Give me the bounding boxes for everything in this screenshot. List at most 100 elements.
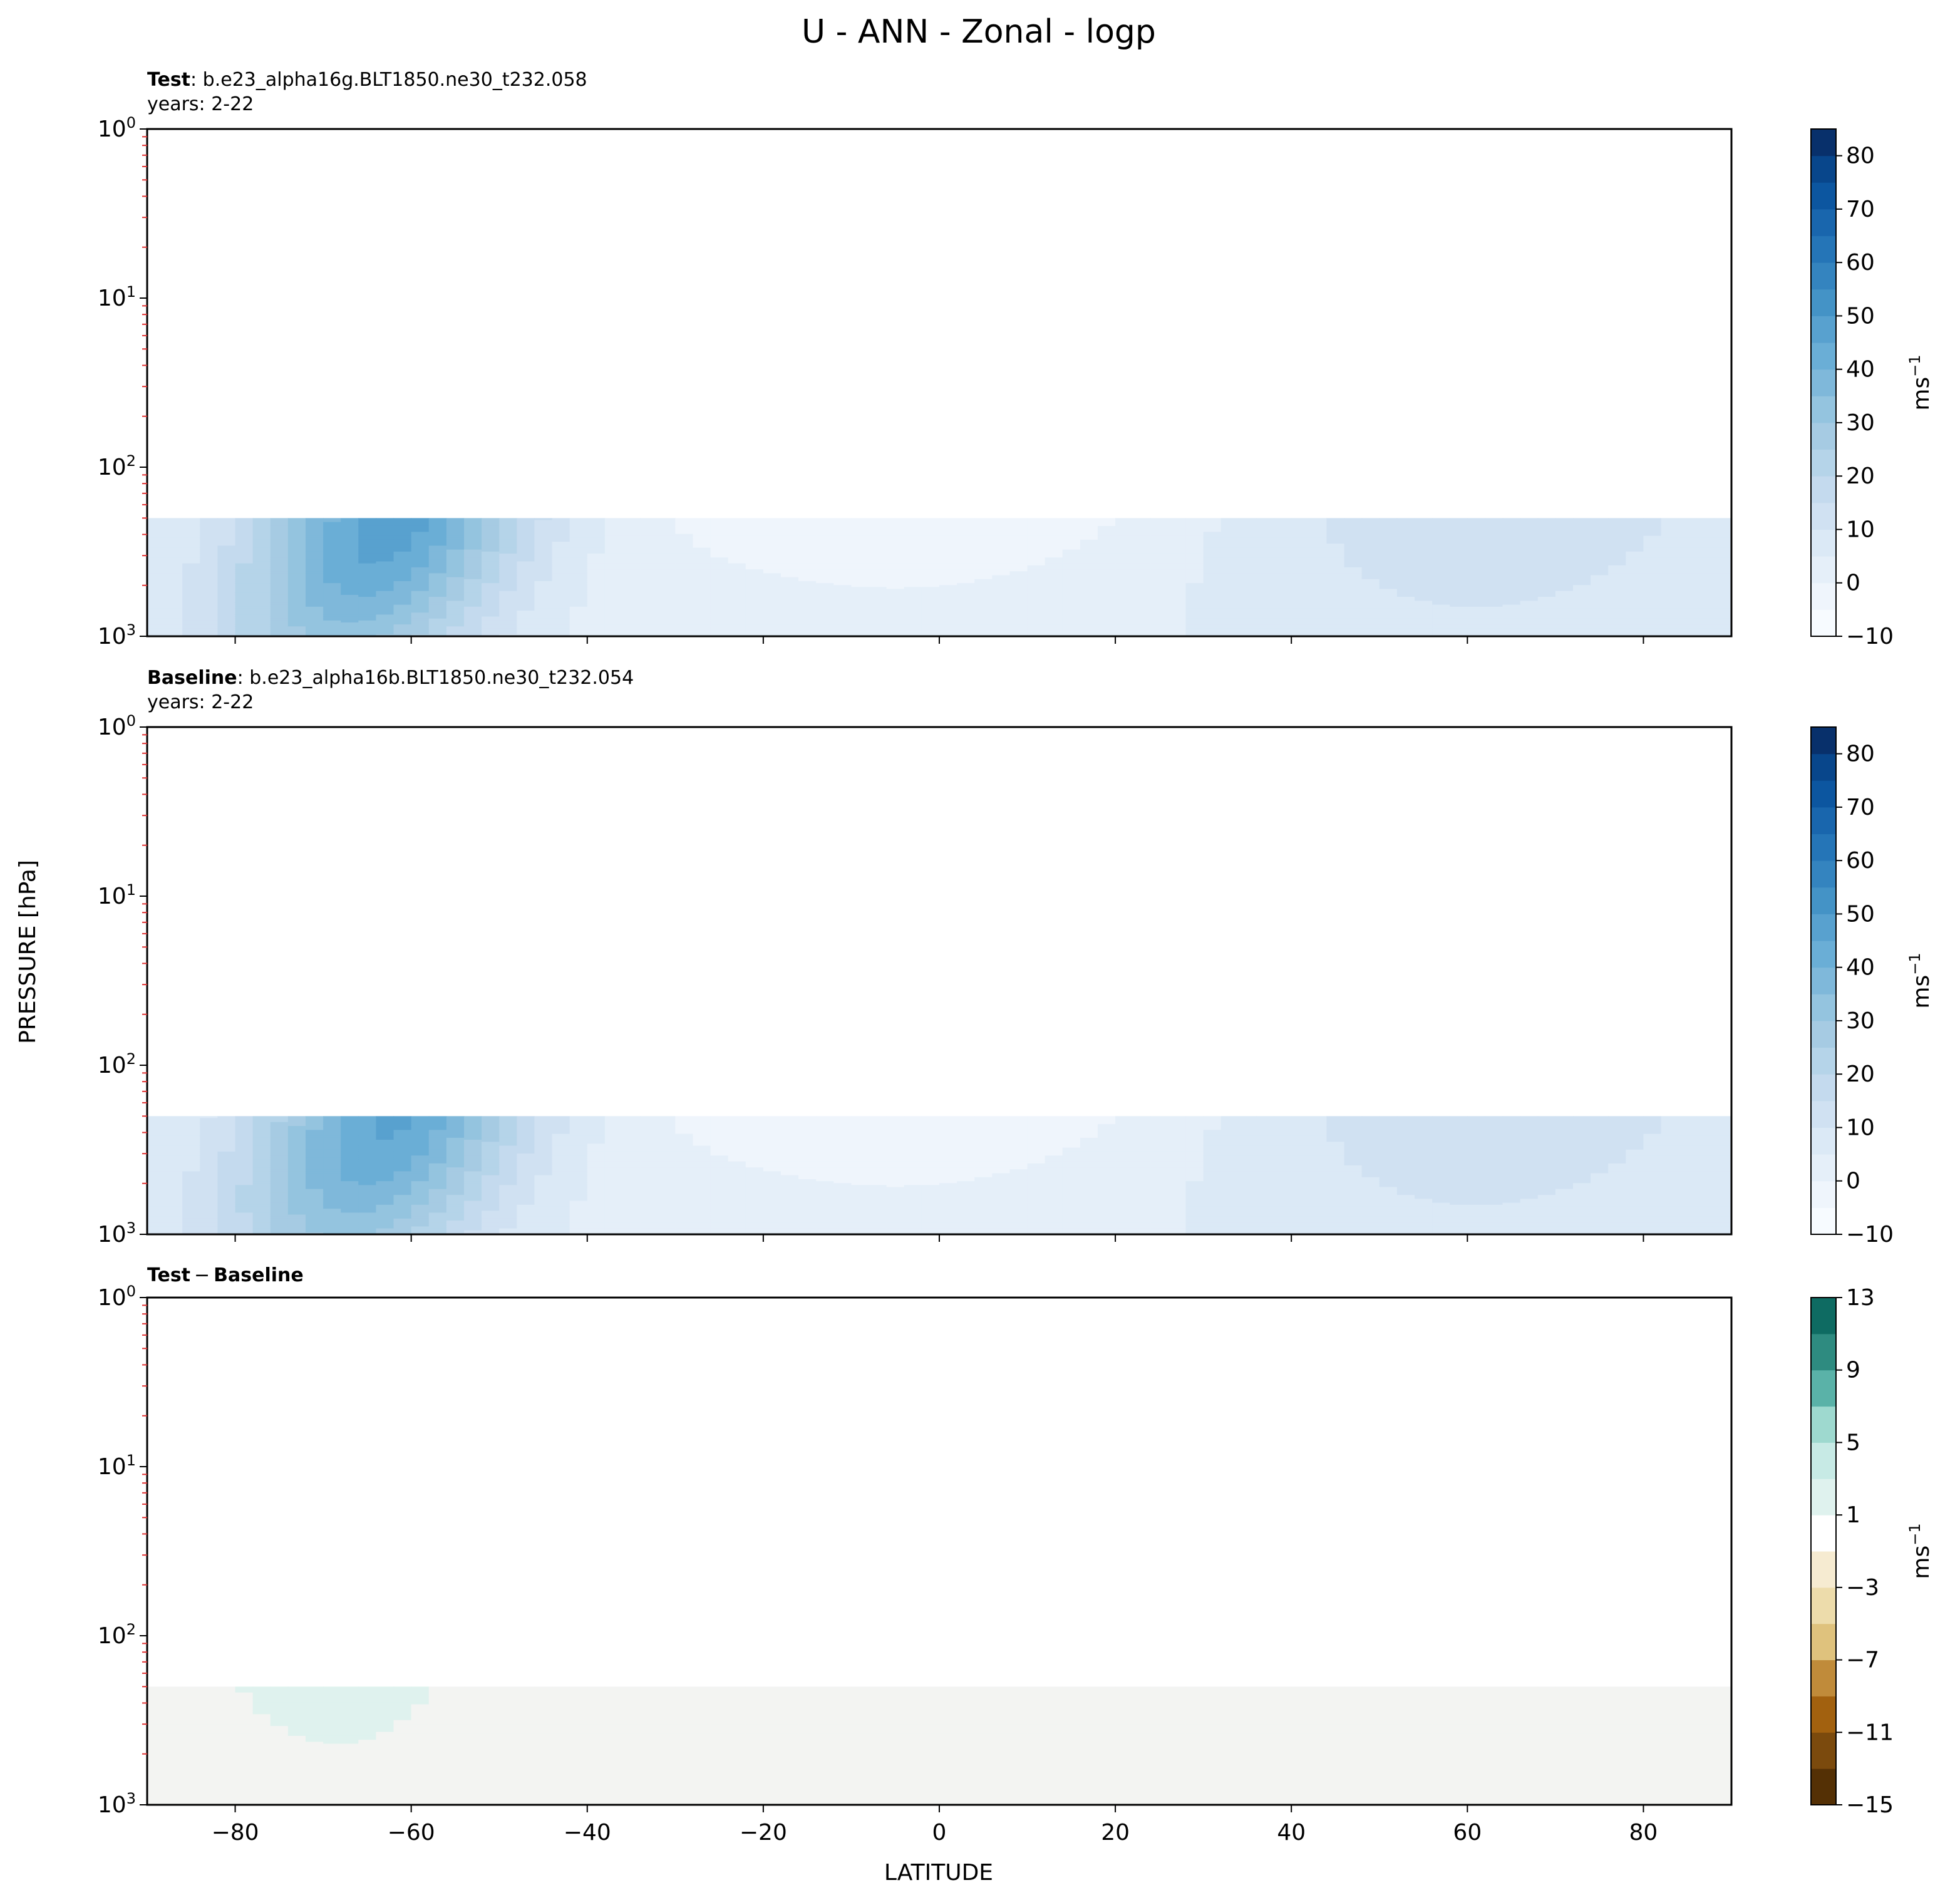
test-contour-cell xyxy=(217,528,236,530)
test-contour-cell xyxy=(833,551,852,554)
test-contour-cell xyxy=(1027,544,1046,546)
test-contour-cell xyxy=(1009,575,1028,578)
test-contour-cell xyxy=(1432,518,1450,521)
test-contour-cell xyxy=(640,601,658,604)
test-contour-cell xyxy=(728,606,746,609)
test-contour-cell xyxy=(252,557,271,560)
test-contour-cell xyxy=(147,589,165,592)
test-contour-cell xyxy=(182,608,200,611)
test-contour-cell xyxy=(323,567,341,570)
test-contour-cell xyxy=(886,553,905,556)
test-contour-cell xyxy=(1291,608,1309,611)
test-contour-cell xyxy=(517,634,535,636)
test-contour-cell xyxy=(1220,532,1239,535)
test-contour-cell xyxy=(1326,579,1345,582)
test-contour-cell xyxy=(1168,614,1187,617)
test-contour-cell xyxy=(1185,557,1204,560)
test-contour-cell xyxy=(869,544,887,546)
test-contour-cell xyxy=(552,547,570,550)
test-contour-cell xyxy=(235,569,254,572)
test-contour-cell xyxy=(252,587,271,590)
test-contour-cell xyxy=(1432,525,1450,529)
test-contour-cell xyxy=(604,528,623,530)
test-contour-cell xyxy=(182,555,200,558)
test-contour-cell xyxy=(1150,520,1169,523)
test-contour-cell xyxy=(200,592,219,596)
test-contour-cell xyxy=(270,592,289,596)
test-contour-cell xyxy=(1080,553,1098,556)
test-contour-cell xyxy=(235,634,254,636)
test-contour-cell xyxy=(1098,616,1116,619)
test-contour-cell xyxy=(939,581,957,584)
test-contour-cell xyxy=(428,567,447,570)
test-contour-cell xyxy=(499,579,517,582)
test-contour-cell xyxy=(182,611,200,613)
test-contour-cell xyxy=(235,532,254,535)
test-contour-cell xyxy=(1396,553,1415,556)
test-contour-cell xyxy=(1485,581,1504,584)
test-contour-cell xyxy=(1238,520,1257,523)
test-contour-cell xyxy=(1309,618,1328,621)
test-contour-cell xyxy=(851,616,870,619)
test-contour-cell xyxy=(587,622,606,625)
test-contour-cell xyxy=(886,551,905,554)
test-contour-cell xyxy=(517,535,535,539)
test-contour-cell xyxy=(552,624,570,627)
test-contour-cell xyxy=(1168,567,1187,570)
test-contour-cell xyxy=(781,608,799,611)
test-contour-cell xyxy=(552,565,570,568)
test-contour-cell xyxy=(552,518,570,521)
test-contour-cell xyxy=(587,606,606,609)
test-contour-cell xyxy=(1044,611,1063,613)
test-contour-cell xyxy=(165,528,183,530)
test-contour-cell xyxy=(200,611,219,613)
test-contour-cell xyxy=(499,567,517,570)
test-contour-cell xyxy=(306,630,324,633)
test-contour-cell xyxy=(1238,618,1257,621)
test-contour-cell xyxy=(622,626,641,629)
test-contour-cell xyxy=(464,581,482,584)
test-contour-cell xyxy=(235,592,254,596)
test-contour-cell xyxy=(1361,591,1380,594)
test-contour-cell xyxy=(728,594,746,597)
test-contour-cell xyxy=(1291,522,1309,525)
test-contour-cell xyxy=(1326,542,1345,544)
test-contour-cell xyxy=(1256,612,1274,616)
test-contour-cell xyxy=(287,549,306,552)
test-contour-cell xyxy=(341,542,359,544)
test-contour-cell xyxy=(886,611,905,613)
test-contour-cell xyxy=(745,542,764,544)
test-contour-cell xyxy=(1591,611,1609,613)
test-contour-cell xyxy=(1027,591,1046,594)
test-contour-cell xyxy=(1591,626,1609,629)
test-contour-cell xyxy=(816,535,834,539)
test-contour-cell xyxy=(833,553,852,556)
test-contour-cell xyxy=(1537,579,1556,582)
test-contour-cell xyxy=(341,575,359,578)
test-contour-cell xyxy=(393,571,412,574)
test-contour-cell xyxy=(675,547,694,550)
test-contour-cell xyxy=(1044,606,1063,609)
test-contour-cell xyxy=(1361,565,1380,568)
test-contour-cell xyxy=(252,573,271,576)
test-contour-cell xyxy=(1238,606,1257,609)
test-contour-cell xyxy=(1168,534,1187,537)
test-contour-cell xyxy=(1485,525,1504,529)
test-contour-cell xyxy=(1520,571,1539,574)
test-contour-cell xyxy=(974,518,993,521)
test-contour-cell xyxy=(534,599,553,601)
test-contour-cell xyxy=(1432,622,1450,625)
test-contour-cell xyxy=(1537,612,1556,616)
test-contour-cell xyxy=(252,589,271,592)
test-contour-cell xyxy=(939,634,957,636)
test-contour-cell xyxy=(886,626,905,629)
test-contour-cell xyxy=(833,567,852,570)
test-contour-cell xyxy=(1274,561,1292,564)
test-contour-cell xyxy=(1256,545,1274,549)
test-contour-cell xyxy=(252,592,271,596)
test-contour-cell xyxy=(658,522,676,525)
test-contour-cell xyxy=(1098,599,1116,601)
test-contour-cell xyxy=(604,551,623,554)
test-contour-cell xyxy=(640,545,658,549)
test-contour-cell xyxy=(1361,632,1380,635)
